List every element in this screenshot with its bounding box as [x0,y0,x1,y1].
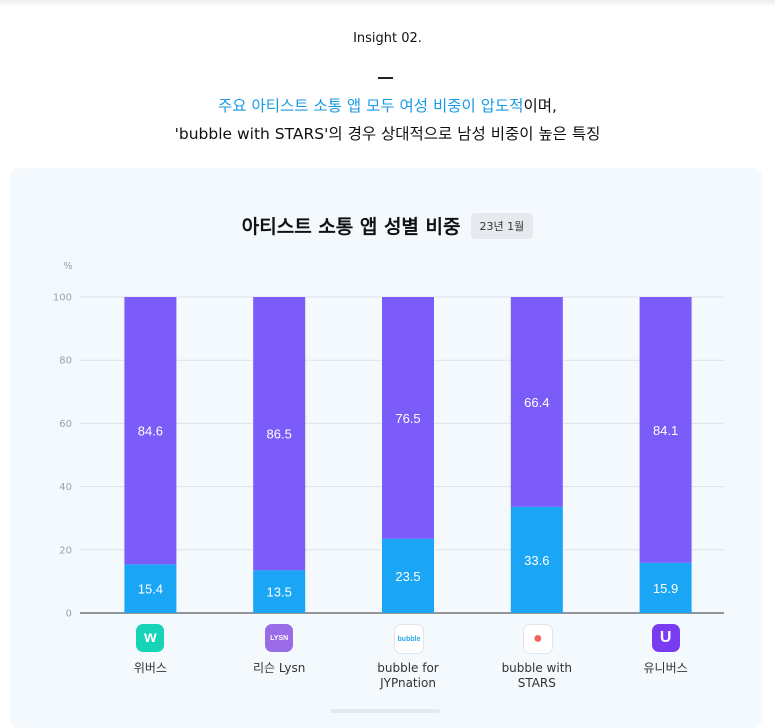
y-tick-label: 60 [59,419,72,430]
data-label: 76.5 [395,411,420,426]
bar-segment-upper [124,297,177,565]
headline-rest: 이며, [523,97,557,115]
category-label: bubble for JYPnation [353,661,463,691]
y-tick-label: 100 [53,293,72,304]
category-label: 유니버스 [611,661,721,676]
category-label: 위버스 [95,661,205,676]
stacked-bar-chart: % 0 20 40 60 80 100 15.4 84.6 13.5 86.5 23.5 76.5 33.… [53,261,724,620]
y-tick-label: 20 [59,545,72,556]
bar-segment-upper [639,297,692,563]
headline-line-2: 'bubble with STARS'의 경우 상대적으로 남성 비중이 높은 … [174,125,601,143]
data-label: 23.5 [395,569,420,584]
headline-highlight: 주요 아티스트 소통 앱 모두 여성 비중이 압도적 [218,97,524,115]
bar-segment-lower [253,570,306,613]
bar-segment-upper [253,297,306,571]
y-tick-label: 0 [66,609,72,620]
bar-segment-upper [382,297,434,539]
title-dash [378,77,393,79]
y-tick-label: 40 [59,482,72,493]
bar-segment-lower [124,564,177,613]
weverse-icon: w [136,624,165,652]
bubble-stars-icon: ● [522,624,553,654]
y-tick-label: 80 [59,356,72,367]
top-shadow [0,0,775,6]
category-label-line: 리슨 Lysn [252,661,306,675]
universe-icon: U [651,624,680,652]
category-label: bubble with STARS [482,661,592,691]
data-label: 15.4 [138,582,163,597]
scroll-hint [330,709,440,713]
bar-segment-lower [510,506,563,613]
date-badge: 23년 1월 [470,212,534,239]
lysn-icon: LYSN [265,624,294,652]
data-label: 86.5 [267,427,292,442]
category-label-line: bubble with [501,661,573,675]
bar-segment-lower [639,562,692,613]
category-label-line: STARS [517,676,556,690]
bar-segment-upper [510,297,563,507]
bar-segment-lower [382,538,434,613]
chart-title-row: 아티스트 소통 앱 성별 비중 23년 1월 [0,212,775,239]
data-label: 13.5 [267,585,292,600]
bubble-jyp-icon: bubble [394,624,424,654]
data-label: 15.9 [653,581,678,596]
y-axis-unit: % [63,261,73,272]
headline-line-1: 주요 아티스트 소통 앱 모두 여성 비중이 압도적이며, [0,92,775,120]
category-label: 리슨 Lysn [224,661,334,676]
data-label: 33.6 [524,553,549,568]
category-label-line: bubble for [377,661,439,675]
insight-label: Insight 02. [353,31,422,46]
category-label-line: 위버스 [133,661,167,675]
headline: 주요 아티스트 소통 앱 모두 여성 비중이 압도적이며, 'bubble wi… [0,92,775,148]
category-label-line: JYPnation [380,676,436,690]
chart-title: 아티스트 소통 앱 성별 비중 [241,216,461,238]
data-label: 66.4 [524,395,549,410]
category-label-line: 유니버스 [643,661,688,675]
data-label: 84.6 [138,424,163,439]
data-label: 84.1 [653,423,678,438]
